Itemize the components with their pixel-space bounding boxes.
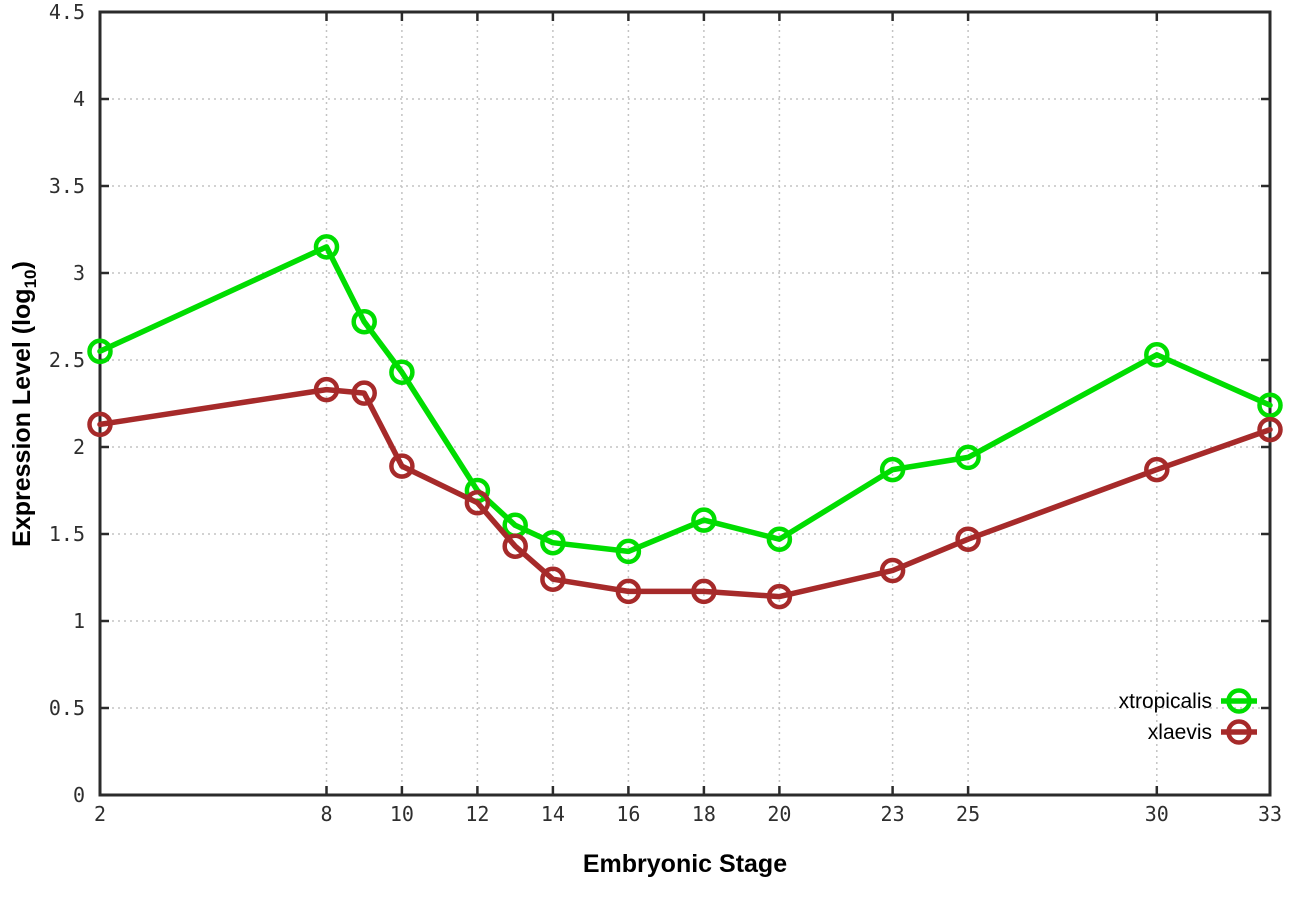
data-point-xlaevis: [87, 411, 113, 438]
series-layer: [87, 234, 1283, 610]
y-tick-label: 2: [73, 435, 85, 459]
y-tick-label: 4.5: [49, 0, 85, 24]
legend-sample-marker-xtropicalis: [1226, 688, 1252, 714]
data-point-xlaevis: [389, 453, 415, 479]
y-tick-label: 0.5: [49, 696, 85, 720]
data-point-xlaevis: [1257, 416, 1283, 443]
legend-layer: xtropicalis xlaevis: [1119, 688, 1257, 745]
data-point-xtropicalis: [955, 444, 981, 471]
x-tick-label: 16: [616, 802, 640, 826]
y-tick-label: 3.5: [49, 174, 85, 198]
data-point-xlaevis: [351, 380, 377, 406]
data-point-xlaevis: [464, 489, 491, 516]
x-tick-label: 25: [956, 802, 980, 826]
x-tick-label: 10: [390, 802, 414, 826]
y-axis-title: Expression Level (log10): [8, 261, 40, 547]
data-point-xlaevis: [1144, 456, 1170, 483]
data-point-xtropicalis: [313, 234, 340, 260]
data-point-xtropicalis: [691, 507, 717, 533]
grid-layer: [100, 12, 1270, 795]
axis-layer: 2 8 10 12 14 16 18 20 23 25 30 33 0 0.5 1 1.5 2 2.5 3 3.5 4 4…: [49, 0, 1282, 826]
data-point-xlaevis: [766, 583, 793, 610]
x-tick-label: 20: [767, 802, 791, 826]
data-point-xtropicalis: [389, 359, 415, 385]
data-point-xtropicalis: [879, 456, 906, 483]
data-point-xtropicalis: [87, 338, 113, 365]
x-tick-label: 30: [1145, 802, 1169, 826]
data-point-xlaevis: [313, 376, 340, 403]
y-tick-label: 2.5: [49, 348, 85, 372]
x-tick-label: 2: [94, 802, 106, 826]
data-point-xlaevis: [540, 566, 566, 592]
data-point-xlaevis: [879, 557, 906, 584]
y-tick-label: 3: [73, 261, 85, 285]
plot-border: [98, 10, 1272, 797]
legend-label-xlaevis: xlaevis: [1148, 721, 1212, 744]
data-point-xtropicalis: [540, 529, 566, 556]
data-point-xlaevis: [691, 578, 717, 605]
x-tick-label: 18: [692, 802, 716, 826]
y-tick-label: 1.5: [49, 522, 85, 546]
x-tick-label: 23: [881, 802, 905, 826]
data-point-xtropicalis: [1257, 392, 1283, 418]
y-tick-label: 0: [73, 783, 85, 807]
x-tick-label: 14: [541, 802, 565, 826]
series-line-xlaevis: [97, 386, 1273, 600]
y-tick-label: 4: [73, 87, 85, 111]
legend-label-xtropicalis: xtropicalis: [1119, 690, 1212, 713]
data-point-xtropicalis: [766, 526, 793, 552]
x-tick-label: 33: [1258, 802, 1282, 826]
data-point-xtropicalis: [615, 538, 642, 565]
data-point-xlaevis: [502, 533, 528, 559]
data-point-xtropicalis: [1144, 342, 1170, 368]
x-axis-title: Embryonic Stage: [583, 850, 787, 878]
x-tick-label: 8: [320, 802, 332, 826]
data-point-xtropicalis: [351, 308, 377, 335]
data-point-xlaevis: [955, 526, 981, 552]
y-tick-label: 1: [73, 609, 85, 633]
legend-sample-marker-xlaevis: [1226, 719, 1252, 745]
x-tick-label: 12: [465, 802, 489, 826]
data-point-xlaevis: [615, 578, 642, 605]
